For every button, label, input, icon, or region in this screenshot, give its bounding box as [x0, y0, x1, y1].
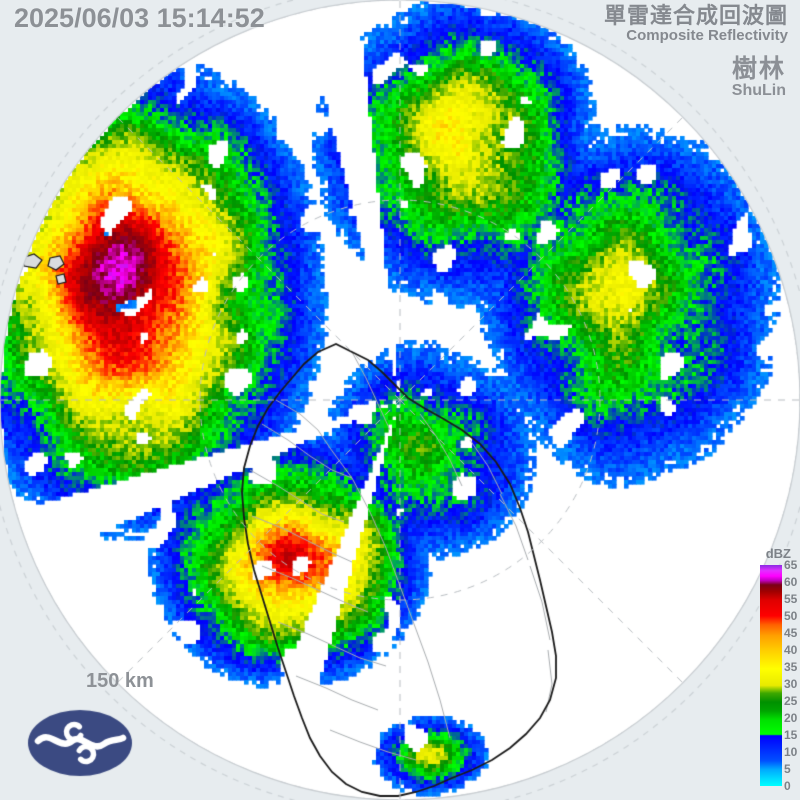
legend-tick-60: 60	[784, 575, 798, 589]
legend-tick-45: 45	[784, 626, 798, 640]
legend-tick-5: 5	[784, 762, 791, 776]
legend-tick-15: 15	[784, 728, 798, 742]
legend-tick-25: 25	[784, 694, 798, 708]
legend-tick-50: 50	[784, 609, 798, 623]
legend-tick-65: 65	[784, 558, 798, 572]
reflectivity-color-scale[interactable]: dBZ 65 60 55 50 45 40 35 30 25 20 15 10 5 0	[750, 545, 800, 800]
legend-tick-35: 35	[784, 660, 798, 674]
legend-tick-0: 0	[784, 779, 791, 793]
legend-tick-labels: 65 60 55 50 45 40 35 30 25 20 15 10 5 0	[784, 556, 800, 795]
legend-tick-55: 55	[784, 592, 798, 606]
legend-tick-20: 20	[784, 711, 798, 725]
legend-tick-40: 40	[784, 643, 798, 657]
legend-tick-30: 30	[784, 677, 798, 691]
legend-unit-label: dBZ	[765, 546, 791, 561]
legend-color-bar	[760, 565, 782, 786]
legend-tick-10: 10	[784, 745, 798, 759]
